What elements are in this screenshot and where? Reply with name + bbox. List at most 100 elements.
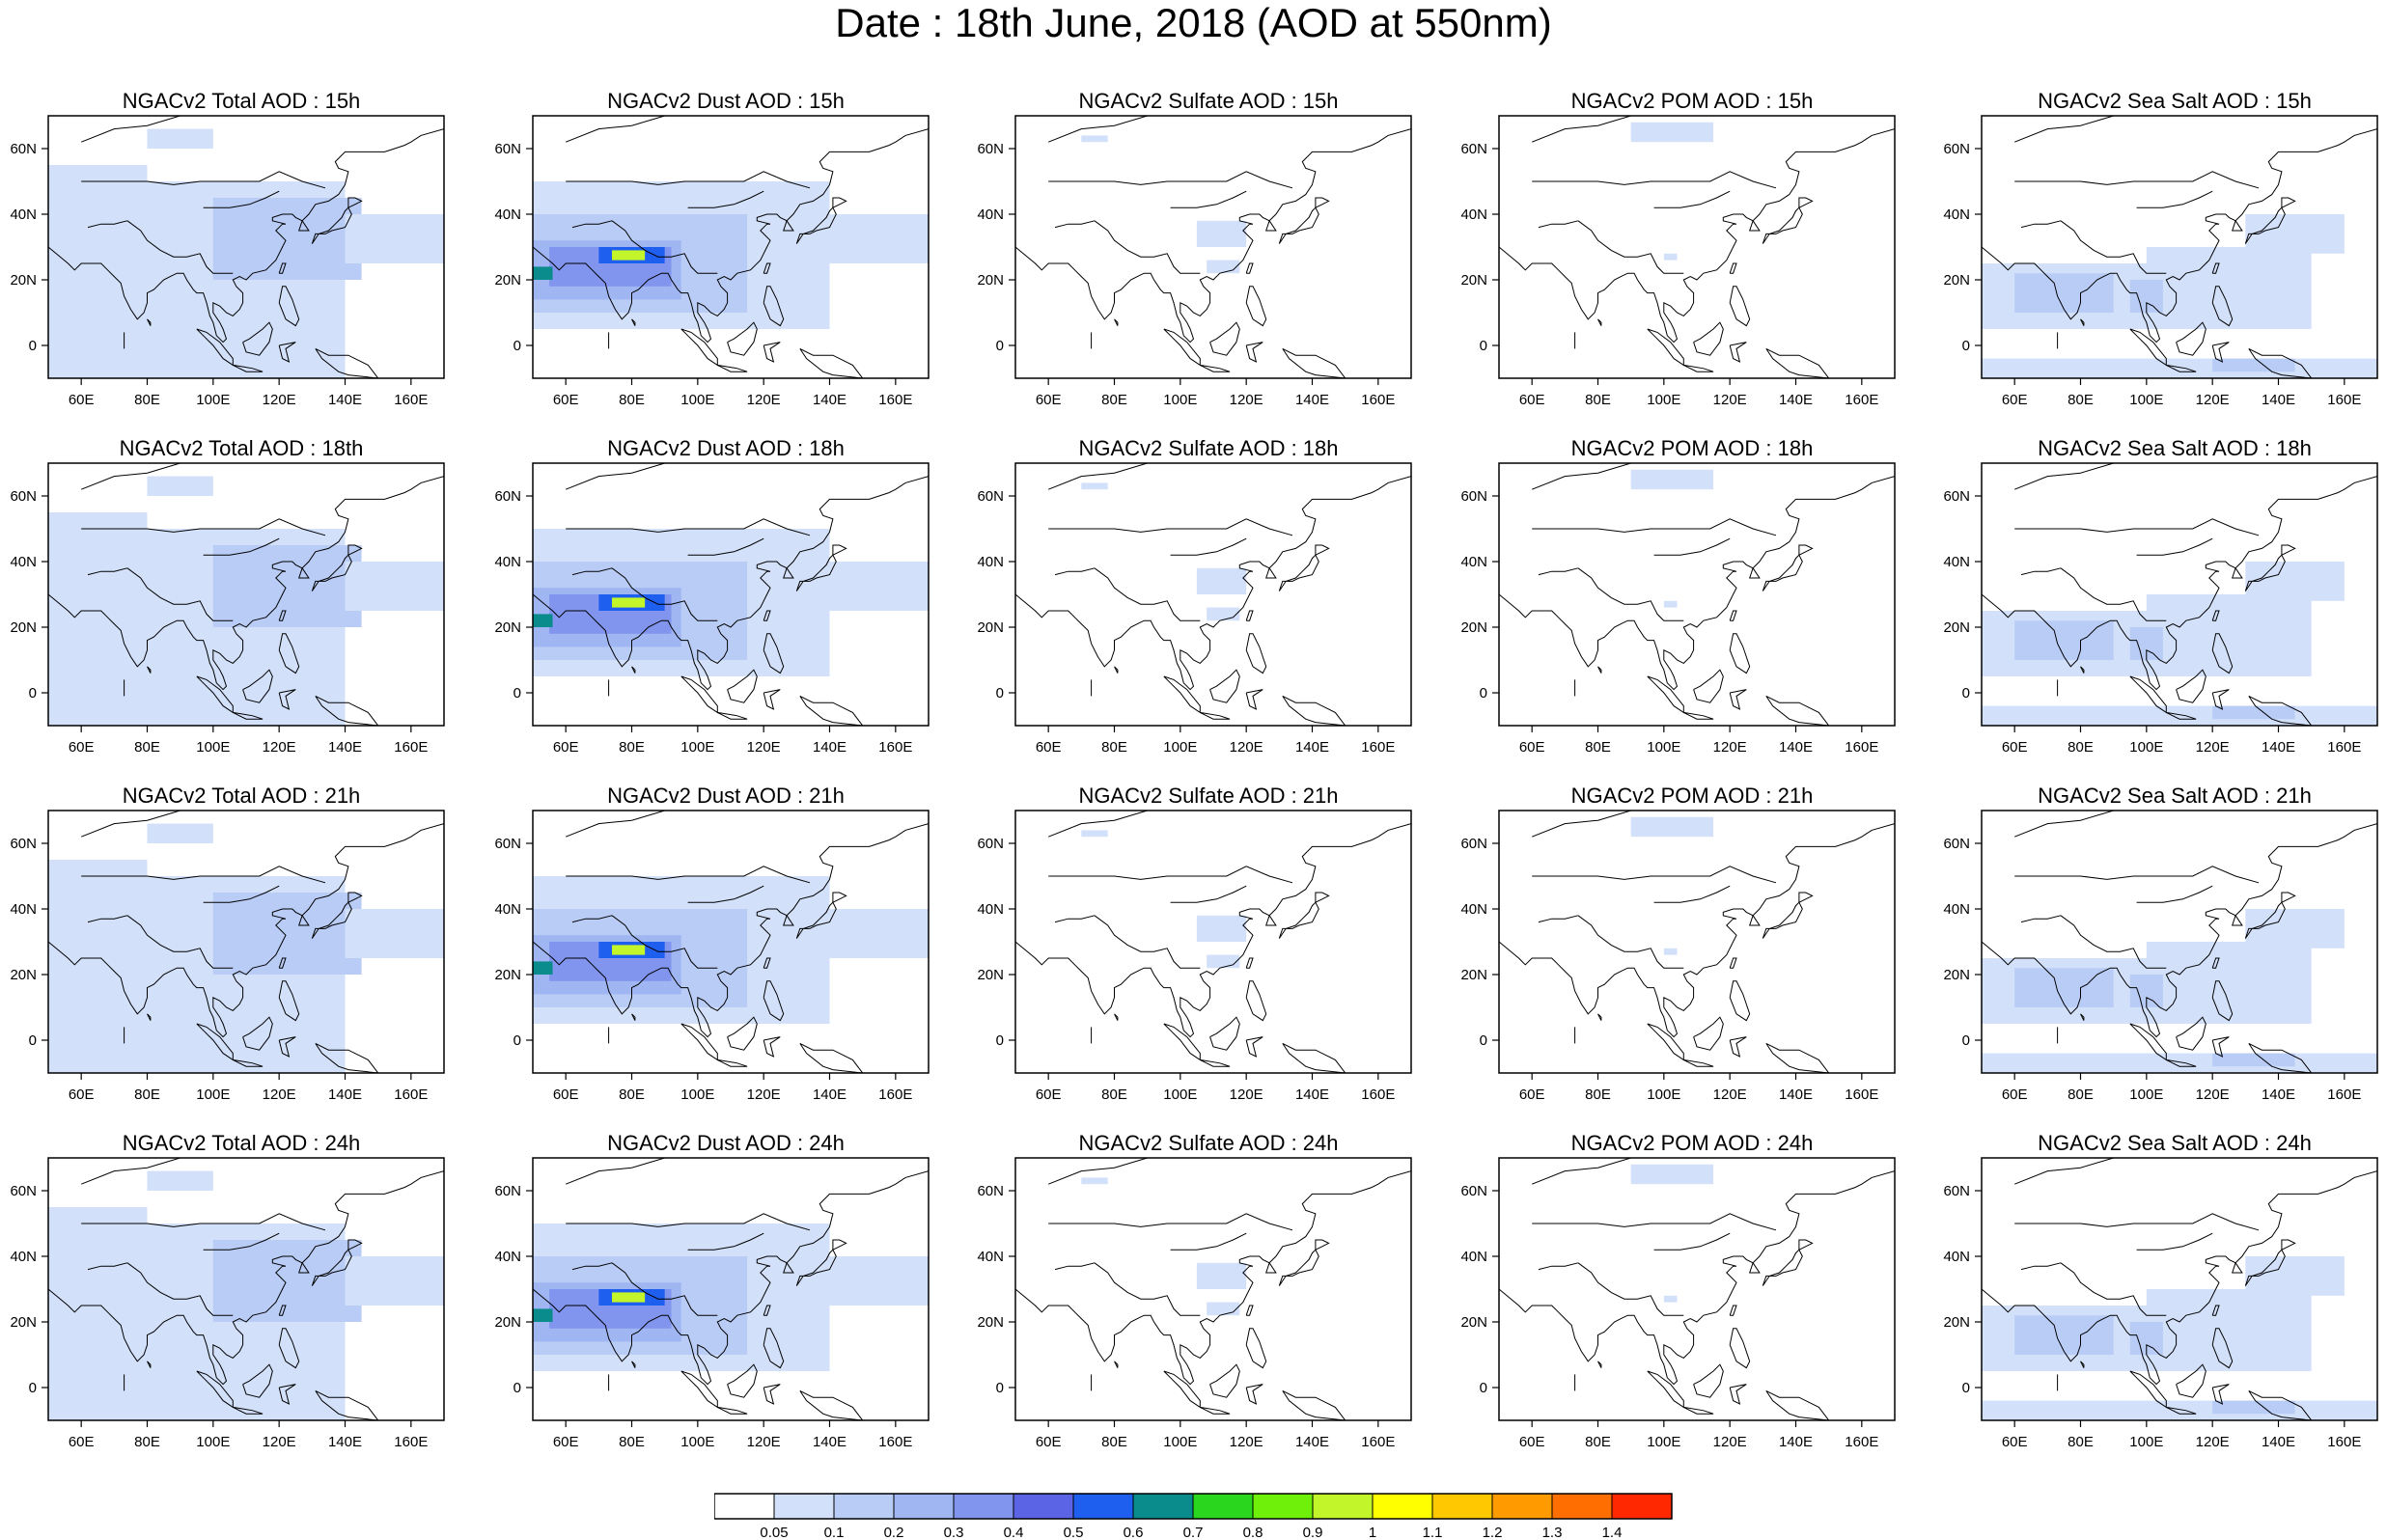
coastline bbox=[727, 1016, 758, 1051]
aod-region bbox=[533, 961, 553, 975]
aod-region bbox=[612, 597, 646, 608]
panel-title: NGACv2 Dust AOD : 15h bbox=[607, 89, 845, 113]
coastline bbox=[1729, 262, 1737, 274]
coastline bbox=[347, 197, 363, 208]
map-panel-total-15h: NGACv2 Total AOD : 15h 60E 80E 100E 120E 140E… bbox=[0, 89, 483, 436]
coastline bbox=[1683, 711, 1714, 720]
aod-map: 60E 80E 100E 120E 140E 160E 60N 40N 20N 0 bbox=[1460, 810, 1896, 1103]
aod-region bbox=[533, 614, 553, 627]
coastline bbox=[1114, 1013, 1119, 1021]
colorbar-swatch bbox=[1432, 1494, 1492, 1519]
aod-region bbox=[1982, 358, 2377, 378]
colorbar-label: 0.4 bbox=[1004, 1525, 1024, 1540]
lon-tick-label: 60E bbox=[553, 739, 579, 756]
coastline bbox=[1729, 1305, 1737, 1316]
coastline bbox=[278, 610, 287, 621]
colorbar-swatch bbox=[1013, 1494, 1073, 1519]
coastline bbox=[2136, 885, 2213, 903]
map-frame bbox=[1014, 1157, 1412, 1421]
coastline bbox=[1015, 823, 1411, 1038]
coastline bbox=[1054, 220, 1096, 229]
lat-tick-label: 0 bbox=[1962, 1032, 1970, 1049]
aod-field bbox=[48, 1170, 444, 1420]
coastline bbox=[1499, 1170, 1895, 1386]
aod-region bbox=[829, 562, 929, 611]
coastline bbox=[1245, 689, 1263, 710]
coastline bbox=[2014, 1158, 2114, 1185]
coastline bbox=[48, 128, 444, 344]
map-panel-seasalt-18h: NGACv2 Sea Salt AOD : 18h 60E 80E 100E 120E 1… bbox=[1933, 436, 2387, 784]
lat-tick-label: 60N bbox=[1943, 488, 1970, 505]
colorbar-label: 0.5 bbox=[1064, 1525, 1084, 1540]
coastline bbox=[2248, 1042, 2313, 1073]
colorbar-label: 1.2 bbox=[1483, 1525, 1503, 1540]
aod-region bbox=[147, 128, 213, 149]
colorbar-label: 1.3 bbox=[1542, 1525, 1563, 1540]
lon-tick-label: 60E bbox=[69, 392, 95, 408]
aod-region bbox=[1207, 260, 1240, 274]
aod-region bbox=[1081, 135, 1108, 143]
map-panel-dust-15h: NGACv2 Dust AOD : 15h 60E 80E 100E 120E 140E 1… bbox=[485, 89, 967, 436]
coastline bbox=[2014, 518, 2260, 536]
lon-tick-label: 160E bbox=[1361, 1434, 1395, 1450]
coastline bbox=[611, 220, 718, 274]
map-frame bbox=[1498, 462, 1896, 727]
lon-tick-label: 80E bbox=[1101, 1086, 1127, 1103]
lon-tick-label: 100E bbox=[1647, 739, 1680, 756]
lon-tick-label: 80E bbox=[1585, 392, 1611, 408]
map-frame bbox=[1981, 462, 2378, 727]
lat-tick-label: 20N bbox=[494, 967, 521, 983]
lon-tick-label: 60E bbox=[553, 1434, 579, 1450]
coastline bbox=[233, 711, 264, 720]
lon-tick-label: 80E bbox=[134, 392, 160, 408]
coastline bbox=[1015, 476, 1411, 691]
lat-tick-label: 40N bbox=[494, 1249, 521, 1265]
coastline bbox=[1245, 633, 1267, 674]
coastline bbox=[1245, 1384, 1263, 1405]
aod-region bbox=[48, 860, 148, 909]
aod-map: 60E 80E 100E 120E 140E 160E 60N 40N 20N 0 bbox=[10, 1157, 445, 1450]
coastlines bbox=[48, 811, 444, 1073]
coastlines bbox=[1499, 811, 1895, 1073]
coastline bbox=[2166, 1059, 2197, 1067]
lon-tick-label: 60E bbox=[1036, 1434, 1062, 1450]
lat-tick-label: 0 bbox=[29, 1380, 37, 1396]
coastline bbox=[1499, 476, 1895, 691]
lat-tick-label: 40N bbox=[1943, 901, 1970, 918]
lat-tick-label: 40N bbox=[10, 1249, 37, 1265]
lon-tick-label: 140E bbox=[1295, 1086, 1329, 1103]
coastline bbox=[631, 318, 636, 326]
coastline bbox=[2020, 567, 2062, 576]
lon-tick-label: 100E bbox=[196, 392, 230, 408]
lon-tick-label: 100E bbox=[680, 1086, 714, 1103]
lon-tick-label: 100E bbox=[2129, 1434, 2163, 1450]
aod-region bbox=[1207, 1302, 1240, 1316]
lat-tick-label: 0 bbox=[29, 1032, 37, 1049]
coastlines bbox=[533, 1158, 929, 1420]
lon-tick-label: 160E bbox=[878, 739, 912, 756]
coastlines bbox=[48, 1158, 444, 1420]
coastline bbox=[1762, 901, 1803, 939]
coastline bbox=[717, 711, 748, 720]
coastline bbox=[566, 518, 811, 536]
coastline bbox=[631, 1361, 636, 1368]
lat-tick-label: 20N bbox=[1460, 1314, 1487, 1331]
lon-tick-label: 100E bbox=[680, 739, 714, 756]
coastline bbox=[1577, 915, 1684, 969]
lon-tick-label: 160E bbox=[1845, 1086, 1878, 1103]
coastline bbox=[533, 476, 929, 691]
coastline bbox=[203, 190, 280, 208]
lon-tick-label: 120E bbox=[2196, 1434, 2230, 1450]
aod-field bbox=[533, 181, 929, 329]
aod-region bbox=[212, 545, 362, 627]
coastline bbox=[763, 1305, 771, 1316]
coastline bbox=[311, 554, 352, 591]
aod-field bbox=[533, 876, 929, 1024]
coastline bbox=[1729, 689, 1747, 710]
lon-tick-label: 120E bbox=[2196, 739, 2230, 756]
lat-tick-label: 0 bbox=[1480, 685, 1487, 701]
aod-region bbox=[1196, 220, 1247, 247]
coastline bbox=[2211, 980, 2234, 1022]
lon-tick-label: 60E bbox=[1519, 392, 1545, 408]
lon-tick-label: 140E bbox=[1295, 1434, 1329, 1450]
